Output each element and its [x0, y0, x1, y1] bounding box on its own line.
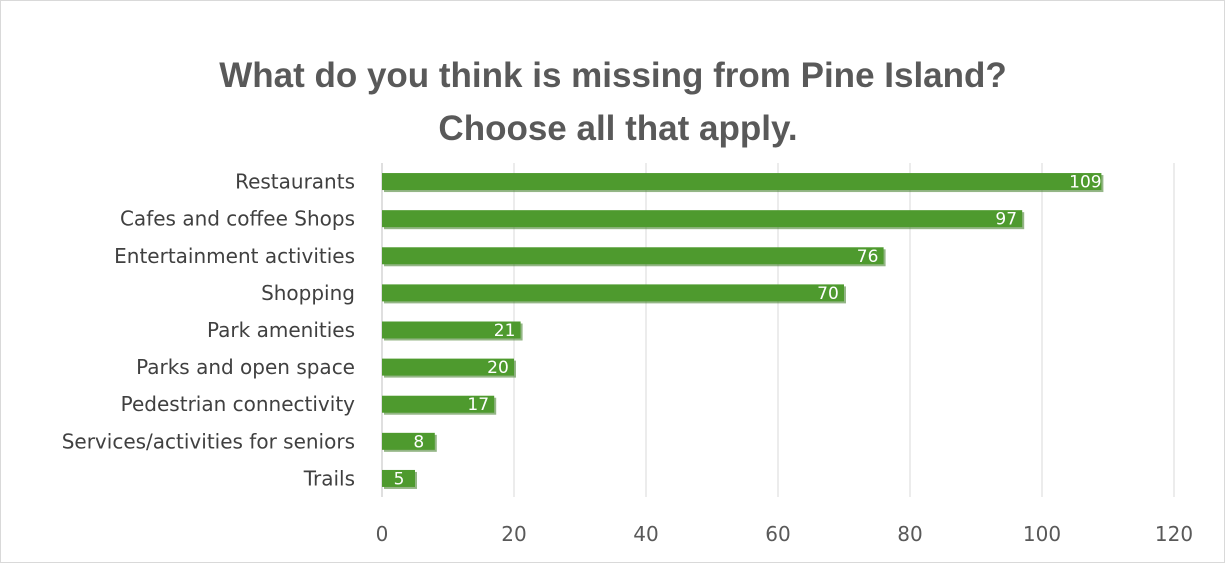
x-tick-label: 0 — [376, 522, 389, 546]
bar — [382, 358, 514, 376]
data-label: 97 — [995, 210, 1017, 230]
data-label: 17 — [467, 395, 489, 415]
x-tick-label: 20 — [501, 522, 526, 546]
category-label: Entertainment activities — [114, 244, 355, 268]
category-label: Pedestrian connectivity — [121, 392, 356, 416]
bars — [382, 173, 1104, 489]
data-label: 21 — [494, 321, 516, 341]
bar — [382, 173, 1102, 191]
bar — [382, 284, 844, 302]
x-tick-label: 40 — [633, 522, 658, 546]
data-label: 70 — [817, 284, 839, 304]
data-label: 76 — [857, 247, 879, 267]
data-label: 20 — [487, 358, 509, 378]
x-tick-label: 120 — [1155, 522, 1193, 546]
data-label: 8 — [413, 432, 424, 452]
bar — [382, 210, 1023, 228]
category-label: Park amenities — [207, 318, 355, 342]
bar — [382, 321, 521, 339]
x-tick-label: 80 — [897, 522, 922, 546]
category-label: Restaurants — [235, 170, 355, 194]
x-tick-label: 60 — [765, 522, 790, 546]
category-label: Services/activities for seniors — [62, 429, 355, 453]
chart-title-line-2: Choose all that apply. — [438, 109, 797, 148]
category-label: Trails — [303, 466, 355, 490]
chart-title-line-1: What do you think is missing from Pine I… — [219, 56, 1007, 95]
data-label: 109 — [1069, 173, 1101, 193]
data-label: 5 — [394, 469, 405, 489]
bar — [382, 395, 495, 413]
x-tick-label: 100 — [1023, 522, 1061, 546]
bar — [382, 432, 435, 450]
category-label: Cafes and coffee Shops — [120, 207, 355, 231]
bar — [382, 469, 415, 487]
labels: 0 20 40 60 80 100 120 109 Restaurants 97 Cafes and… — [62, 170, 1193, 546]
category-label: Shopping — [261, 281, 355, 305]
bar — [382, 247, 884, 265]
category-label: Parks and open space — [136, 355, 355, 379]
